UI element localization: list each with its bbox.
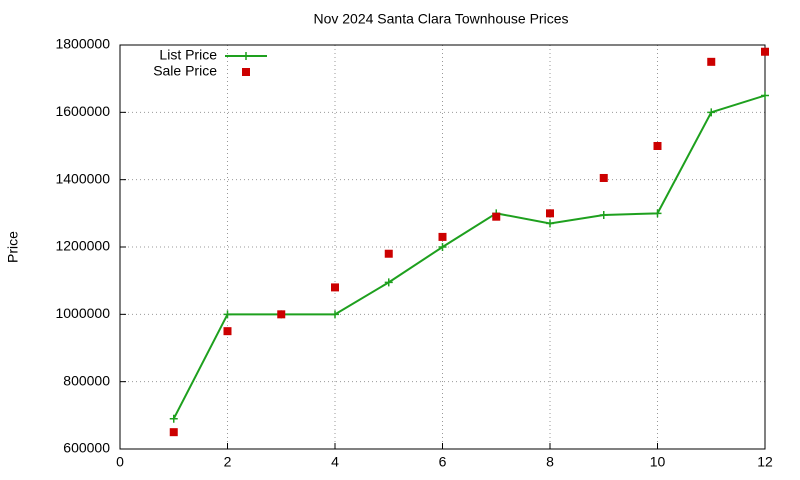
data-point [277, 310, 286, 319]
data-point [169, 414, 178, 423]
data-point [599, 211, 608, 220]
data-point [223, 327, 232, 336]
data-point [707, 108, 716, 117]
x-tick-label: 0 [116, 454, 124, 470]
y-tick-label: 1200000 [55, 238, 110, 254]
plot-frame [119, 44, 766, 450]
data-point [438, 243, 447, 251]
data-point [546, 219, 554, 228]
data-point [492, 212, 501, 221]
y-tick-label: 1600000 [55, 103, 110, 119]
y-tick-label: 600000 [63, 440, 110, 456]
data-point [438, 232, 447, 241]
data-point [653, 142, 662, 150]
legend-label: Sale Price [153, 63, 217, 79]
series-line [172, 94, 766, 420]
legend-label: List Price [159, 47, 217, 63]
data-point [331, 310, 339, 319]
y-tick-label: 1000000 [55, 305, 110, 321]
y-tick-label: 1400000 [55, 170, 110, 186]
legend-marker [242, 52, 250, 60]
x-tick-label: 2 [224, 454, 232, 470]
y-axis-label: Price [5, 231, 21, 263]
y-tick-label: 1800000 [55, 36, 110, 52]
x-tick-label: 6 [439, 454, 447, 470]
data-point [761, 47, 769, 56]
data-point [653, 209, 662, 218]
x-tick-label: 8 [546, 454, 554, 470]
x-tick-label: 10 [650, 454, 666, 470]
data-point [384, 249, 393, 258]
y-tick-label: 800000 [63, 372, 110, 388]
x-tick-label: 12 [757, 454, 773, 470]
data-point [761, 91, 769, 100]
data-point [223, 310, 232, 319]
data-point [169, 428, 178, 437]
data-point [384, 278, 393, 287]
data-point [546, 209, 554, 218]
data-point [599, 173, 608, 182]
data-point [331, 283, 339, 292]
legend-marker [242, 68, 250, 76]
chart-title: Nov 2024 Santa Clara Townhouse Prices [313, 11, 568, 27]
data-point [707, 57, 716, 66]
x-tick-label: 4 [331, 454, 339, 470]
